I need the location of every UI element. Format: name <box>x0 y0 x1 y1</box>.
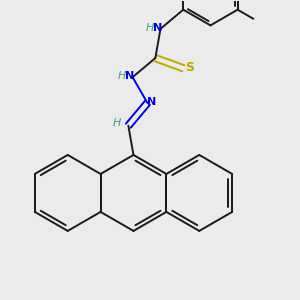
Text: N: N <box>153 23 162 33</box>
Text: H: H <box>118 70 126 80</box>
Text: S: S <box>185 61 194 74</box>
Text: N: N <box>147 97 156 106</box>
Text: H: H <box>112 118 121 128</box>
Text: H: H <box>146 23 154 33</box>
Text: N: N <box>124 70 134 80</box>
